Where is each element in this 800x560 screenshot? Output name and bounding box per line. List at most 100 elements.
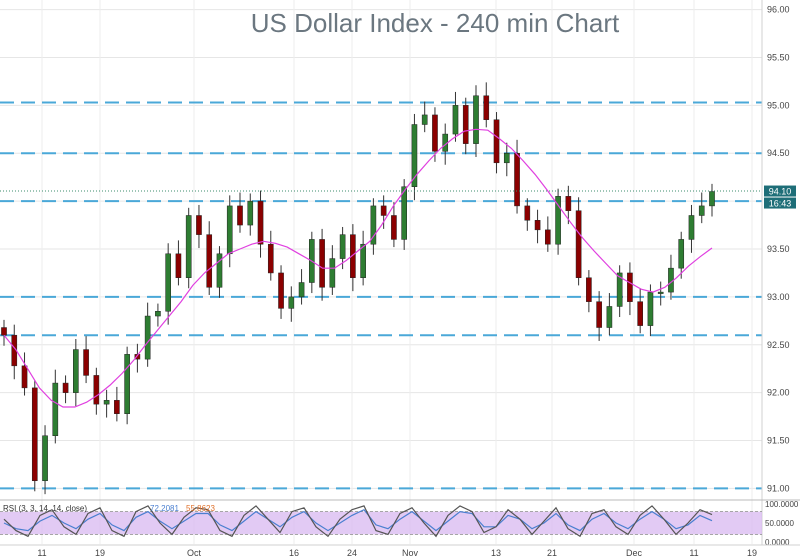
candle-body	[575, 210, 582, 278]
candle-body	[657, 291, 664, 294]
candle-body	[1, 327, 7, 336]
x-tick-label: Oct	[187, 548, 202, 558]
candle-body	[114, 400, 120, 414]
candle-body	[503, 152, 510, 164]
rsi-label: RSI (3, 3, 14, 14, close)	[3, 504, 87, 513]
y-tick-label: 95.50	[767, 52, 790, 62]
candle-body	[596, 301, 602, 328]
candle-body	[216, 253, 223, 288]
candle-body	[144, 315, 151, 360]
x-tick-label: 19	[95, 548, 105, 558]
candle-body	[391, 215, 397, 240]
candle-body	[62, 382, 69, 393]
candle-body	[124, 354, 130, 414]
candle-body	[134, 354, 141, 360]
x-tick-label: 21	[547, 548, 557, 558]
candle-body	[678, 239, 685, 269]
candle-body	[370, 205, 377, 245]
y-tick-label: 92.50	[767, 340, 790, 350]
candle-body	[42, 435, 48, 482]
countdown-label: 16:43	[769, 199, 792, 209]
rsi-main-line	[3, 505, 713, 538]
candle-body	[421, 114, 428, 125]
candle-body	[319, 239, 325, 288]
candle-body	[586, 277, 592, 302]
candle-body	[688, 215, 695, 240]
candle-body	[206, 234, 213, 288]
support-resistance-levels	[0, 101, 762, 490]
candle-body	[647, 291, 654, 326]
y-tick-label: 93.00	[767, 292, 790, 302]
candle-body	[565, 196, 572, 211]
candle-body	[473, 95, 479, 144]
rsi-panel: 100.0000 50.0000 0.0000 RSI (3, 3, 14, 14, …	[0, 499, 800, 547]
candle-body	[524, 205, 531, 221]
candle-body	[298, 282, 305, 298]
candle-body	[616, 272, 623, 307]
rsi-value-2: 55.8623	[186, 504, 215, 513]
rsi-tick-label: 50.0000	[765, 519, 794, 528]
time-axis: 11 19 Oct 16 24 Nov 13 21 Dec 11 19	[0, 544, 800, 558]
rsi-tick-label: 0.0000	[765, 538, 790, 547]
candle-body	[175, 253, 182, 278]
x-tick-label: Nov	[402, 548, 419, 558]
rsi-tick-label: 100.0000	[765, 500, 799, 509]
candle-body	[103, 400, 110, 405]
x-tick-label: 19	[747, 548, 757, 558]
candle-body	[247, 200, 254, 226]
candle-body	[93, 375, 100, 405]
candle-body	[360, 243, 366, 278]
candle-body	[606, 306, 613, 328]
candle-body	[462, 105, 469, 144]
candle-body	[432, 114, 438, 152]
y-tick-label: 95.00	[767, 100, 790, 110]
rsi-value-1: 72.2081	[150, 504, 179, 513]
candle-body	[401, 186, 407, 240]
candles	[1, 82, 715, 495]
candle-body	[83, 349, 89, 376]
candle-body	[534, 220, 541, 231]
y-tick-label: 94.50	[767, 148, 790, 158]
candle-body	[196, 215, 202, 235]
candle-body	[380, 205, 387, 216]
y-tick-label: 93.50	[767, 244, 790, 254]
candle-body	[278, 272, 284, 309]
candle-body	[698, 205, 705, 216]
candle-body	[555, 196, 561, 245]
candle-body	[329, 258, 336, 288]
current-price-tag	[764, 185, 796, 197]
candle-body	[73, 349, 79, 393]
moving-average	[3, 128, 713, 408]
candle-body	[155, 311, 161, 317]
candle-body	[627, 272, 633, 302]
y-tick-label: 91.50	[767, 436, 790, 446]
y-tick-label: 96.00	[767, 5, 790, 15]
candle-body	[21, 365, 28, 389]
x-tick-label: 11	[689, 548, 698, 558]
candle-body	[226, 205, 233, 255]
candle-body	[288, 296, 295, 309]
countdown-tag	[764, 197, 796, 209]
moving-average-line	[3, 128, 713, 408]
candle-body	[483, 95, 490, 120]
price-tags: 94.10 16:43	[0, 185, 796, 209]
candle-body	[165, 253, 171, 312]
candle-body	[452, 105, 459, 135]
x-tick-label: 24	[347, 548, 357, 558]
candle-body	[257, 200, 264, 245]
y-tick-label: 92.00	[767, 388, 790, 398]
x-tick-label: 13	[491, 548, 501, 558]
x-tick-label: 16	[289, 548, 299, 558]
candle-body	[350, 234, 356, 278]
candle-body	[514, 152, 520, 207]
candle-body	[339, 234, 346, 259]
candle-body	[185, 215, 192, 278]
y-tick-label: 91.00	[767, 483, 790, 493]
candle-body	[31, 387, 38, 482]
candle-body	[411, 124, 418, 187]
candle-body	[709, 191, 715, 207]
x-tick-label: 11	[37, 548, 46, 558]
chart-title: US Dollar Index - 240 min Chart	[251, 8, 620, 38]
candle-body	[52, 382, 59, 437]
